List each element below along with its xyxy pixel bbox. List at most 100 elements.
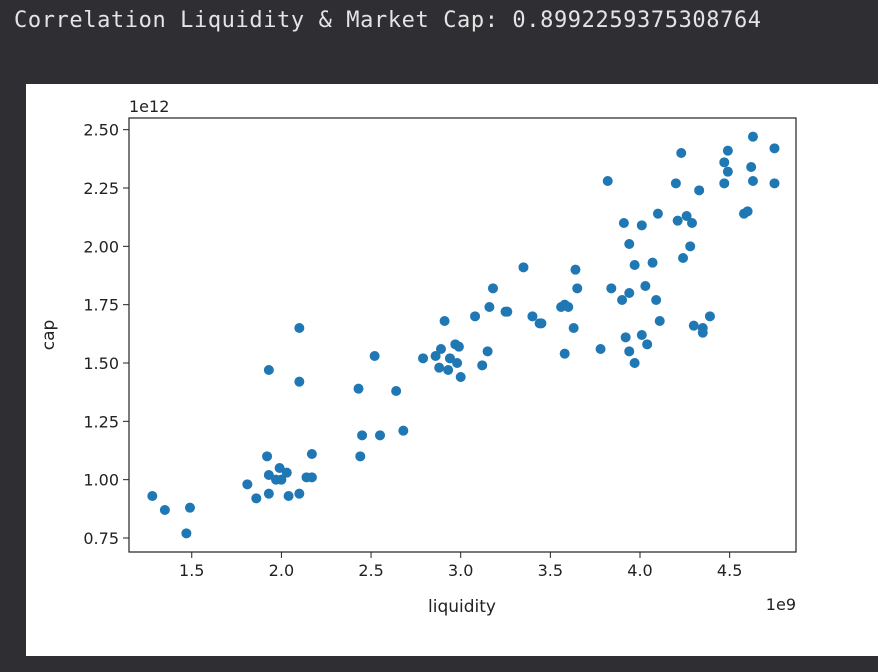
y-axis-ticks: 0.75 1.00 1.25 1.50 1.75 2.00 2.25 2.50 (83, 121, 129, 548)
scatter-point (719, 178, 730, 189)
scatter-point (294, 323, 305, 333)
scatter-point (251, 493, 262, 504)
scatter-point (624, 346, 635, 357)
scatter-point (678, 253, 689, 263)
scatter-point (769, 178, 780, 189)
scatter-point (147, 491, 158, 501)
x-tick-label: 2.5 (358, 561, 383, 580)
scatter-point (747, 176, 758, 186)
scatter-point (652, 208, 663, 219)
scatter-point (355, 451, 366, 462)
scatter-point (742, 206, 753, 217)
y-tick-label: 1.00 (83, 471, 119, 490)
scatter-point (306, 449, 317, 459)
cell-output-text: Correlation Liquidity & Market Cap: 0.89… (14, 8, 762, 33)
scatter-point (688, 320, 699, 331)
x-offset-label: 1e9 (766, 595, 796, 614)
scatter-point (647, 257, 658, 268)
scatter-point (369, 351, 380, 361)
scatter-point (642, 339, 653, 350)
scatter-point (687, 218, 698, 228)
scatter-point (502, 306, 513, 317)
scatter-point (747, 131, 758, 142)
scatter-point (477, 360, 488, 371)
data-points (147, 131, 780, 539)
plot-area-frame (128, 117, 797, 553)
y-tick-label: 1.50 (83, 354, 119, 373)
scatter-point (482, 346, 493, 357)
scatter-point (572, 283, 583, 294)
y-offset-label: 1e12 (129, 97, 169, 116)
scatter-point (624, 288, 635, 298)
scatter-point (455, 372, 466, 382)
scatter-point (159, 505, 170, 515)
scatter-point (452, 358, 463, 368)
scatter-point (470, 311, 481, 322)
scatter-point (439, 316, 450, 326)
scatter-point (353, 383, 364, 394)
scatter-point (595, 344, 606, 354)
scatter-point (484, 302, 495, 312)
scatter-point (444, 353, 455, 364)
x-tick-label: 4.5 (717, 561, 742, 580)
scatter-point (418, 353, 429, 364)
x-tick-label: 3.0 (448, 561, 473, 580)
scatter-point (274, 463, 285, 473)
scatter-point (624, 239, 635, 249)
scatter-point (685, 241, 696, 252)
x-tick-label: 1.5 (179, 561, 204, 580)
scatter-point (629, 260, 640, 270)
scatter-point (263, 488, 274, 499)
scatter-point (704, 311, 715, 322)
scatter-point (602, 176, 613, 186)
scatter-point (242, 479, 253, 490)
scatter-point (559, 348, 570, 359)
scatter-point (563, 302, 574, 312)
scatter-point (746, 162, 757, 172)
scatter-point (629, 358, 640, 368)
scatter-point (654, 316, 665, 326)
scatter-point (769, 143, 780, 154)
scatter-point (398, 425, 409, 436)
scatter-point (570, 264, 581, 275)
scatter-point (434, 362, 445, 373)
scatter-point (536, 318, 547, 329)
scatter-point (618, 218, 629, 228)
scatter-point (375, 430, 386, 441)
scatter-point (719, 157, 730, 168)
scatter-point (672, 215, 683, 226)
y-axis-label: cap (39, 320, 59, 351)
scatter-point (430, 351, 441, 361)
scatter-point (640, 281, 651, 291)
scatter-point (487, 283, 498, 294)
x-tick-label: 2.0 (269, 561, 294, 580)
y-tick-label: 1.25 (83, 412, 119, 431)
scatter-point (670, 178, 681, 189)
scatter-point (527, 311, 538, 322)
scatter-point (697, 327, 708, 338)
scatter-plot: 1.5 2.0 2.5 3.0 3.5 4.0 4.5 0.75 1.00 1.25 1.50 1.… (39, 97, 797, 617)
x-axis-ticks: 1.5 2.0 2.5 3.0 3.5 4.0 4.5 (179, 552, 742, 580)
scatter-point (651, 295, 662, 305)
scatter-point (518, 262, 529, 273)
figure: 1.5 2.0 2.5 3.0 3.5 4.0 4.5 0.75 1.00 1.25 1.50 1.… (26, 84, 878, 656)
scatter-point (722, 166, 733, 177)
x-tick-label: 4.0 (627, 561, 652, 580)
scatter-point (262, 451, 273, 462)
scatter-point (568, 323, 579, 333)
scatter-point (636, 330, 647, 340)
scatter-point (443, 365, 454, 375)
scatter-point (681, 211, 692, 221)
scatter-point (617, 295, 628, 305)
y-tick-label: 2.00 (83, 237, 119, 256)
scatter-point (283, 491, 294, 501)
scatter-point (453, 341, 464, 352)
scatter-point (606, 283, 617, 294)
y-tick-label: 2.25 (83, 179, 119, 198)
scatter-point (722, 145, 733, 156)
y-tick-label: 1.75 (83, 296, 119, 315)
scatter-point (357, 430, 368, 441)
scatter-point (676, 148, 687, 158)
x-tick-label: 3.5 (538, 561, 563, 580)
scatter-point (435, 344, 446, 354)
